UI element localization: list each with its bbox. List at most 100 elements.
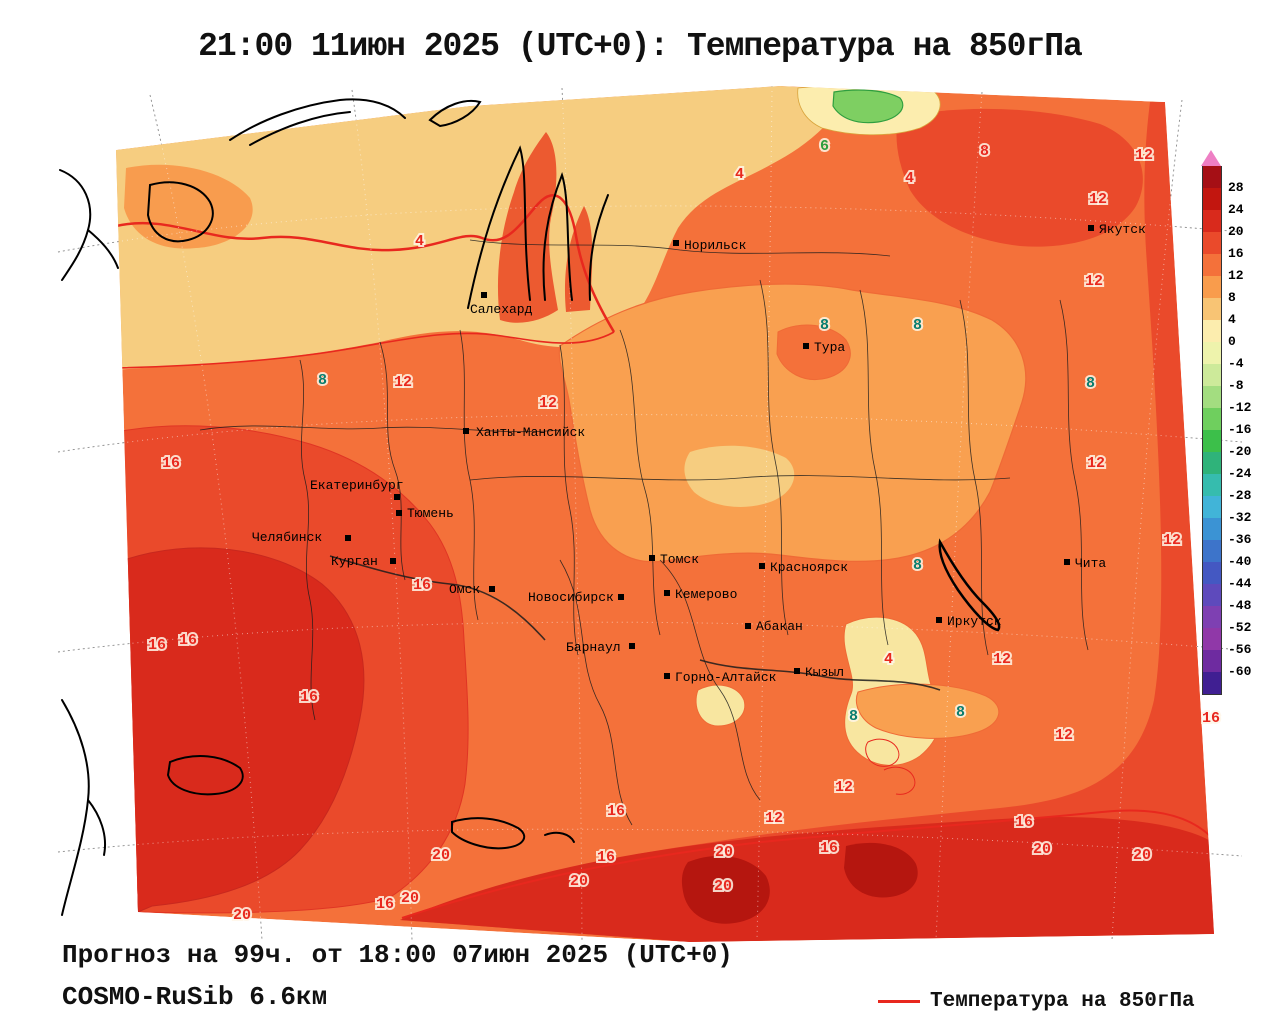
city-marker: Горно-Алтайск: [664, 670, 777, 685]
city-label: Кемерово: [675, 587, 737, 602]
contour-label: 20: [715, 844, 733, 861]
colorbar-tick-label: -48: [1228, 598, 1252, 613]
colorbar-cell: [1203, 408, 1221, 430]
city-marker: Кызыл: [794, 665, 844, 680]
city-dot: [489, 586, 495, 592]
colorbar-tick-label: -44: [1228, 576, 1252, 591]
colorbar-cell: [1203, 650, 1221, 672]
city-marker: Тура: [803, 340, 845, 355]
city-label: Норильск: [684, 238, 747, 253]
city-marker: Ханты-Мансийск: [463, 425, 585, 440]
page-title: 21:00 11июн 2025 (UTC+0): Температура на…: [198, 28, 1083, 65]
isotherm-lines: [116, 194, 1214, 919]
colorbar-tick-label: 12: [1228, 268, 1244, 283]
contour-label: 8: [1086, 375, 1095, 392]
city-label: Тура: [814, 340, 845, 355]
colorbar-cell: [1203, 474, 1221, 496]
contour-label: 20: [714, 878, 732, 895]
city-marker: Норильск: [673, 238, 747, 253]
city-label: Барнаул: [566, 640, 621, 655]
city-dot: [1088, 225, 1094, 231]
colorbar-cells: [1202, 166, 1222, 695]
colorbar-cell: [1203, 232, 1221, 254]
city-dot: [794, 668, 800, 674]
city-marker: Тюмень: [396, 506, 454, 521]
contour-label: 8: [980, 143, 989, 160]
contour-label: 20: [570, 873, 588, 890]
colorbar-tick-label: -20: [1228, 444, 1252, 459]
contour-label: 4: [735, 166, 744, 183]
temperature-colorbar: [1201, 150, 1222, 695]
colorbar-cell: [1203, 298, 1221, 320]
colorbar-cell: [1203, 210, 1221, 232]
city-dot: [345, 535, 351, 541]
city-marker: Томск: [649, 552, 699, 567]
city-label: Новосибирск: [528, 590, 614, 605]
forecast-info: Прогноз на 99ч. от 18:00 07июн 2025 (UTC…: [62, 940, 733, 970]
temperature-field: [116, 86, 1214, 942]
contour-label: 4: [905, 170, 914, 187]
colorbar-cell: [1203, 364, 1221, 386]
colorbar-cell: [1203, 166, 1221, 188]
legend-label: Температура на 850гПа: [930, 990, 1195, 1013]
contour-label: 20: [432, 847, 450, 864]
coastlines: [59, 98, 1001, 916]
contour-label: 12: [1087, 455, 1105, 472]
city-dot: [394, 494, 400, 500]
city-label: Томск: [660, 552, 699, 567]
city-dot: [664, 590, 670, 596]
city-label: Тюмень: [407, 506, 454, 521]
colorbar-tick-label: -4: [1228, 356, 1244, 371]
city-label: Горно-Алтайск: [675, 670, 777, 685]
city-marker: Абакан: [745, 619, 803, 634]
contour-label: 12: [1135, 147, 1153, 164]
contour-label: 16: [1015, 814, 1033, 831]
colorbar-tick-label: -32: [1228, 510, 1252, 525]
city-dot: [481, 292, 487, 298]
city-label: Курган: [331, 554, 378, 569]
city-marker: Якутск: [1088, 222, 1146, 237]
contour-label: 12: [1085, 273, 1103, 290]
contour-label: 4: [415, 233, 424, 250]
city-label: Омск: [449, 582, 480, 597]
city-marker: Чита: [1064, 556, 1106, 571]
contour-label: 16: [820, 840, 838, 857]
map-annotations: 4 4 4 6 8 8 8 8 8 8 8 8 4 12 12 12 12 12 12 12 12 12 12 12 16 16 1…: [146, 136, 1222, 926]
contour-label: 12: [1089, 191, 1107, 208]
city-marker: Новосибирск: [528, 590, 624, 605]
contour-label: 12: [1055, 727, 1073, 744]
city-label: Чита: [1075, 556, 1106, 571]
contour-label: 8: [820, 317, 829, 334]
contour-label: 8: [956, 704, 965, 721]
contour-label: 6: [820, 138, 829, 155]
contour-label: 20: [1133, 847, 1151, 864]
colorbar-cell: [1203, 496, 1221, 518]
colorbar-cell: [1203, 518, 1221, 540]
contour-label: 16: [413, 577, 431, 594]
legend: Температура на 850гПа: [878, 990, 1195, 1013]
contour-label: 16: [179, 632, 197, 649]
city-dot: [936, 617, 942, 623]
colorbar-cell: [1203, 606, 1221, 628]
city-label: Красноярск: [770, 560, 848, 575]
model-info: COSMO-RuSib 6.6км: [62, 982, 328, 1012]
city-dot: [649, 555, 655, 561]
contour-label: 16: [148, 637, 166, 654]
city-marker: Иркутск: [936, 614, 1002, 629]
colorbar-tick-label: -8: [1228, 378, 1244, 393]
colorbar-tick-label: -60: [1228, 664, 1252, 679]
city-marker: Курган: [331, 554, 396, 569]
city-dot: [664, 673, 670, 679]
contour-label: 20: [401, 890, 419, 907]
city-dot: [396, 510, 402, 516]
colorbar-tick-label: 24: [1228, 202, 1244, 217]
colorbar-cell: [1203, 320, 1221, 342]
contour-label: 16: [300, 689, 318, 706]
graticule-inner: [116, 86, 1214, 941]
city-label: Салехард: [470, 302, 533, 317]
city-marker: Кемерово: [664, 587, 737, 602]
contour-label: 20: [233, 907, 251, 924]
city-dot: [390, 558, 396, 564]
colorbar-cell: [1203, 628, 1221, 650]
colorbar-tick-label: 20: [1228, 224, 1244, 239]
